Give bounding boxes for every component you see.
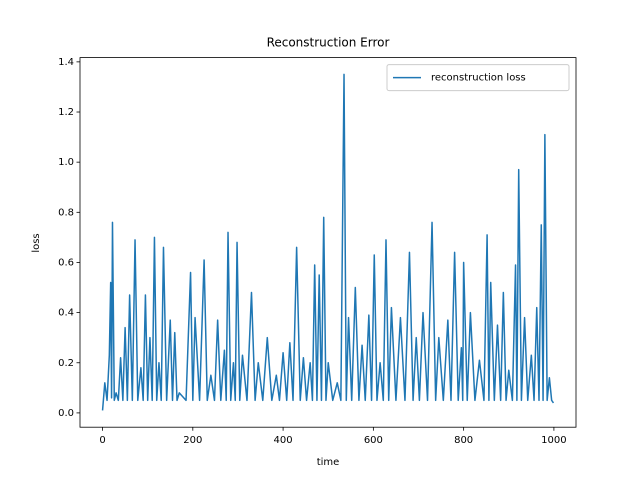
y-tick-label: 1.4 xyxy=(58,57,74,68)
y-tick-label: 0.8 xyxy=(58,207,74,218)
legend-box xyxy=(386,64,570,92)
y-tick-label: 0.2 xyxy=(58,358,74,369)
legend-label: reconstruction loss xyxy=(431,73,526,84)
x-tick-label: 600 xyxy=(364,435,383,446)
x-tick-label: 400 xyxy=(274,435,293,446)
y-tick-label: 0.4 xyxy=(58,308,74,319)
y-tick-label: 0.6 xyxy=(58,257,74,268)
axes-frame xyxy=(79,57,577,428)
x-tick-label: 1000 xyxy=(541,435,566,446)
chart-title: Reconstruction Error xyxy=(267,36,390,50)
y-tick-label: 1.0 xyxy=(58,157,74,168)
x-axis-label: time xyxy=(317,457,340,468)
y-tick-label: 0.0 xyxy=(58,408,74,419)
x-tick-label: 800 xyxy=(454,435,473,446)
y-axis-label: loss xyxy=(31,233,42,252)
data-line xyxy=(101,73,555,411)
x-tick-label: 200 xyxy=(183,435,202,446)
x-tick-label: 0 xyxy=(99,435,105,446)
y-tick-label: 1.2 xyxy=(58,107,74,118)
